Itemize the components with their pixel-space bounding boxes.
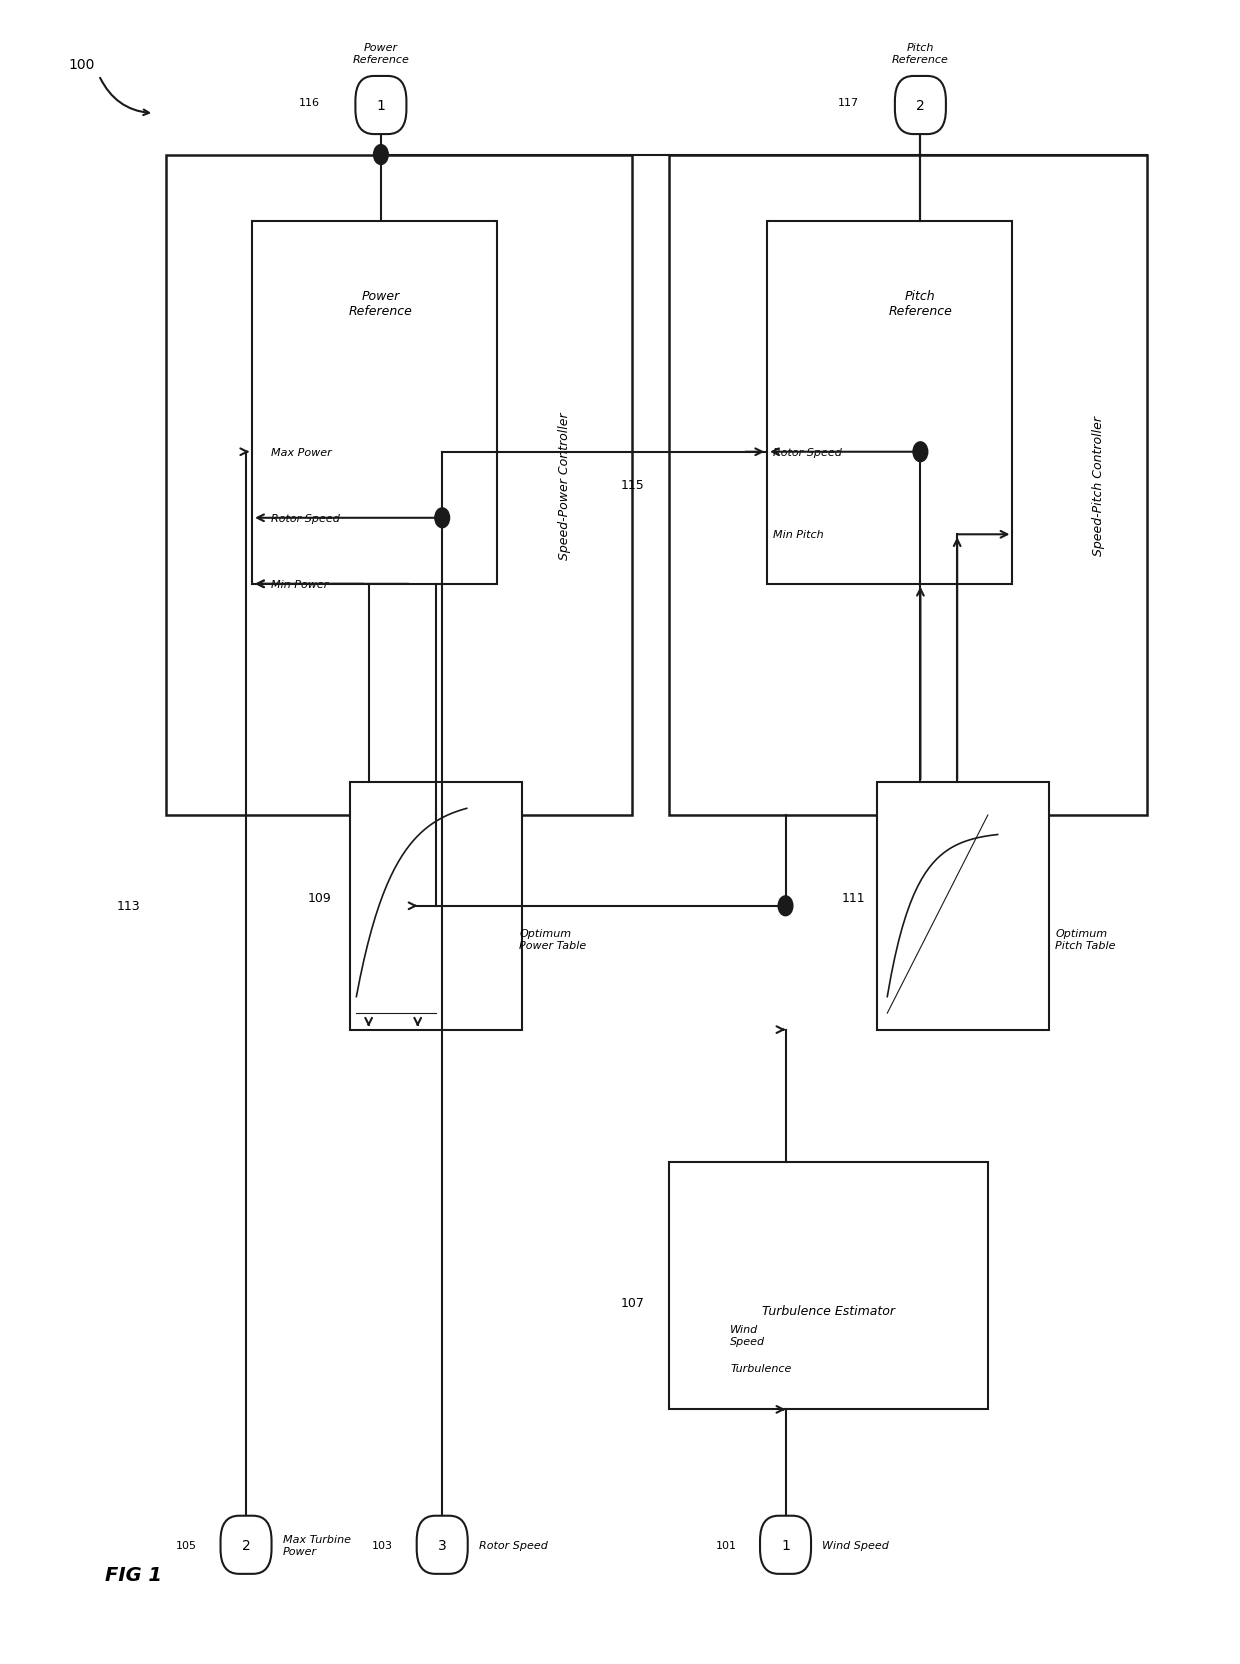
Text: Wind
Speed: Wind Speed — [730, 1325, 765, 1346]
Text: Rotor Speed: Rotor Speed — [479, 1539, 548, 1549]
Text: FIG 1: FIG 1 — [105, 1566, 162, 1584]
FancyBboxPatch shape — [356, 77, 407, 135]
Text: 1: 1 — [377, 98, 386, 113]
Text: Max Power: Max Power — [270, 448, 331, 458]
FancyBboxPatch shape — [670, 155, 1147, 815]
Text: 2: 2 — [916, 98, 925, 113]
FancyBboxPatch shape — [768, 221, 1012, 584]
Circle shape — [435, 509, 450, 529]
FancyBboxPatch shape — [221, 1516, 272, 1574]
FancyBboxPatch shape — [252, 221, 497, 584]
FancyBboxPatch shape — [895, 77, 946, 135]
Text: 103: 103 — [372, 1539, 393, 1549]
Circle shape — [779, 897, 792, 917]
Text: Turbulence: Turbulence — [730, 1363, 791, 1373]
FancyBboxPatch shape — [670, 1161, 988, 1409]
Text: Speed-Power Controller: Speed-Power Controller — [558, 411, 572, 559]
Text: 111: 111 — [842, 892, 866, 905]
FancyBboxPatch shape — [350, 782, 522, 1030]
Text: 107: 107 — [621, 1296, 645, 1310]
Text: Rotor Speed: Rotor Speed — [774, 448, 842, 458]
Text: Wind Speed: Wind Speed — [822, 1539, 889, 1549]
Text: Optimum
Power Table: Optimum Power Table — [520, 929, 587, 950]
Text: 3: 3 — [438, 1538, 446, 1553]
Text: Speed-Pitch Controller: Speed-Pitch Controller — [1091, 416, 1105, 556]
Text: 2: 2 — [242, 1538, 250, 1553]
Text: 115: 115 — [621, 479, 645, 493]
FancyBboxPatch shape — [878, 782, 1049, 1030]
FancyBboxPatch shape — [760, 1516, 811, 1574]
Text: Optimum
Pitch Table: Optimum Pitch Table — [1055, 929, 1116, 950]
Text: Power
Reference: Power Reference — [348, 290, 413, 318]
Text: 113: 113 — [117, 900, 140, 914]
Text: Max Turbine
Power: Max Turbine Power — [283, 1534, 351, 1556]
Text: 101: 101 — [715, 1539, 737, 1549]
Text: 105: 105 — [176, 1539, 197, 1549]
Text: Min Power: Min Power — [270, 579, 327, 589]
FancyBboxPatch shape — [166, 155, 632, 815]
Text: 109: 109 — [308, 892, 332, 905]
Text: Min Pitch: Min Pitch — [774, 529, 823, 541]
Text: 1: 1 — [781, 1538, 790, 1553]
Text: 100: 100 — [68, 58, 94, 72]
Text: Rotor Speed: Rotor Speed — [270, 514, 340, 524]
Text: Power
Reference: Power Reference — [352, 43, 409, 65]
Circle shape — [913, 443, 928, 463]
Circle shape — [373, 145, 388, 165]
Text: 116: 116 — [299, 98, 320, 108]
Text: 117: 117 — [838, 98, 859, 108]
FancyBboxPatch shape — [417, 1516, 467, 1574]
Text: Turbulence Estimator: Turbulence Estimator — [761, 1305, 895, 1316]
Text: Pitch
Reference: Pitch Reference — [888, 290, 952, 318]
Text: Pitch
Reference: Pitch Reference — [892, 43, 949, 65]
